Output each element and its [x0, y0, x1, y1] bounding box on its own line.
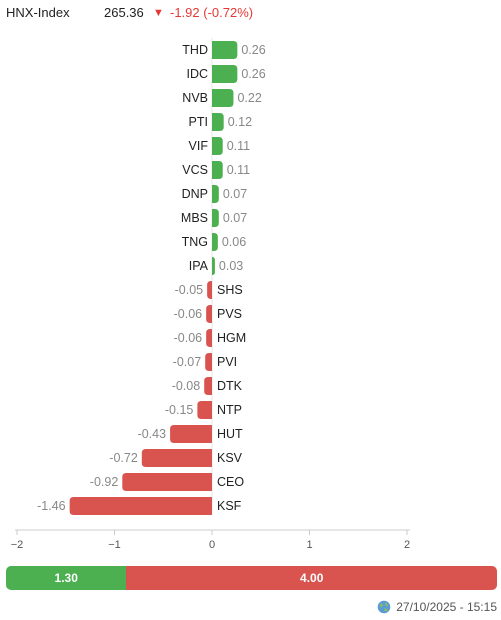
bar-ntp [197, 401, 212, 419]
ticker-label-ntp: NTP [217, 403, 242, 417]
globe-icon [377, 600, 391, 614]
bar-dnp [212, 185, 219, 203]
bar-hut [170, 425, 212, 443]
bar-ksf [69, 497, 213, 515]
x-tick-label: 0 [209, 539, 215, 551]
bar-hgm [206, 329, 212, 347]
index-change: -1.92 (-0.72%) [170, 5, 254, 20]
value-label-vcs: 0.11 [227, 163, 250, 177]
value-label-dtk: -0.08 [172, 379, 201, 393]
timestamp: 27/10/2025 - 15:15 [377, 600, 497, 614]
value-label-pvs: -0.06 [174, 307, 203, 321]
down-arrow-icon: ▼ [153, 7, 164, 19]
value-label-nvb: 0.22 [237, 91, 261, 105]
bar-ceo [122, 473, 212, 491]
value-label-idc: 0.26 [241, 67, 265, 81]
ticker-label-vif: VIF [189, 139, 209, 153]
ticker-label-vcs: VCS [182, 163, 208, 177]
value-label-hut: -0.43 [138, 427, 167, 441]
ticker-label-thd: THD [182, 43, 208, 57]
bar-ipa [212, 257, 215, 275]
value-label-hgm: -0.06 [174, 331, 203, 345]
breadth-summary-bar: 1.30 4.00 [6, 566, 497, 590]
value-label-ksf: -1.46 [37, 499, 66, 513]
ticker-label-mbs: MBS [181, 211, 208, 225]
value-label-thd: 0.26 [241, 43, 265, 57]
index-header: HNX-Index 265.36 ▼ -1.92 (-0.72%) [6, 5, 496, 23]
bar-vcs [212, 161, 223, 179]
ticker-label-ceo: CEO [217, 475, 244, 489]
advancing-segment: 1.30 [6, 566, 127, 590]
bar-vif [212, 137, 223, 155]
x-tick-label: 2 [404, 539, 410, 551]
ticker-label-idc: IDC [186, 67, 208, 81]
bar-shs [207, 281, 212, 299]
bar-ksv [141, 449, 212, 467]
x-tick-label: −1 [108, 539, 121, 551]
value-label-ceo: -0.92 [90, 475, 119, 489]
ticker-label-pvs: PVS [217, 307, 242, 321]
ticker-label-dtk: DTK [217, 379, 243, 393]
bar-thd [212, 41, 238, 59]
value-label-ntp: -0.15 [165, 403, 194, 417]
value-label-dnp: 0.07 [223, 187, 247, 201]
bar-idc [212, 65, 238, 83]
x-tick-label: 1 [306, 539, 312, 551]
value-label-pti: 0.12 [228, 115, 252, 129]
ticker-label-ksv: KSV [217, 451, 243, 465]
value-label-vif: 0.11 [227, 139, 250, 153]
value-label-ipa: 0.03 [219, 259, 243, 273]
value-label-shs: -0.05 [175, 283, 204, 297]
ticker-label-ipa: IPA [189, 259, 209, 273]
bar-pvs [206, 305, 212, 323]
x-tick-label: −2 [11, 539, 24, 551]
contribution-bar-chart: THD 0.26 IDC 0.26 NVB 0.22 PTI 0.12 VIF 0.11 VCS 0.… [11, 38, 410, 551]
bar-pvi [205, 353, 212, 371]
ticker-label-pvi: PVI [217, 355, 237, 369]
timestamp-text: 27/10/2025 - 15:15 [396, 600, 497, 614]
index-name: HNX-Index [6, 5, 70, 20]
ticker-label-nvb: NVB [182, 91, 208, 105]
bar-tng [212, 233, 218, 251]
value-label-pvi: -0.07 [173, 355, 202, 369]
ticker-label-hut: HUT [217, 427, 243, 441]
bar-nvb [212, 89, 234, 107]
ticker-label-ksf: KSF [217, 499, 242, 513]
ticker-label-shs: SHS [217, 283, 243, 297]
declining-segment: 4.00 [126, 566, 497, 590]
value-label-mbs: 0.07 [223, 211, 247, 225]
bar-mbs [212, 209, 219, 227]
value-label-tng: 0.06 [222, 235, 246, 249]
ticker-label-dnp: DNP [182, 187, 208, 201]
value-label-ksv: -0.72 [109, 451, 138, 465]
ticker-label-tng: TNG [182, 235, 208, 249]
bar-pti [212, 113, 224, 131]
bar-dtk [204, 377, 212, 395]
ticker-label-pti: PTI [189, 115, 208, 129]
index-value: 265.36 [104, 5, 144, 20]
ticker-label-hgm: HGM [217, 331, 246, 345]
